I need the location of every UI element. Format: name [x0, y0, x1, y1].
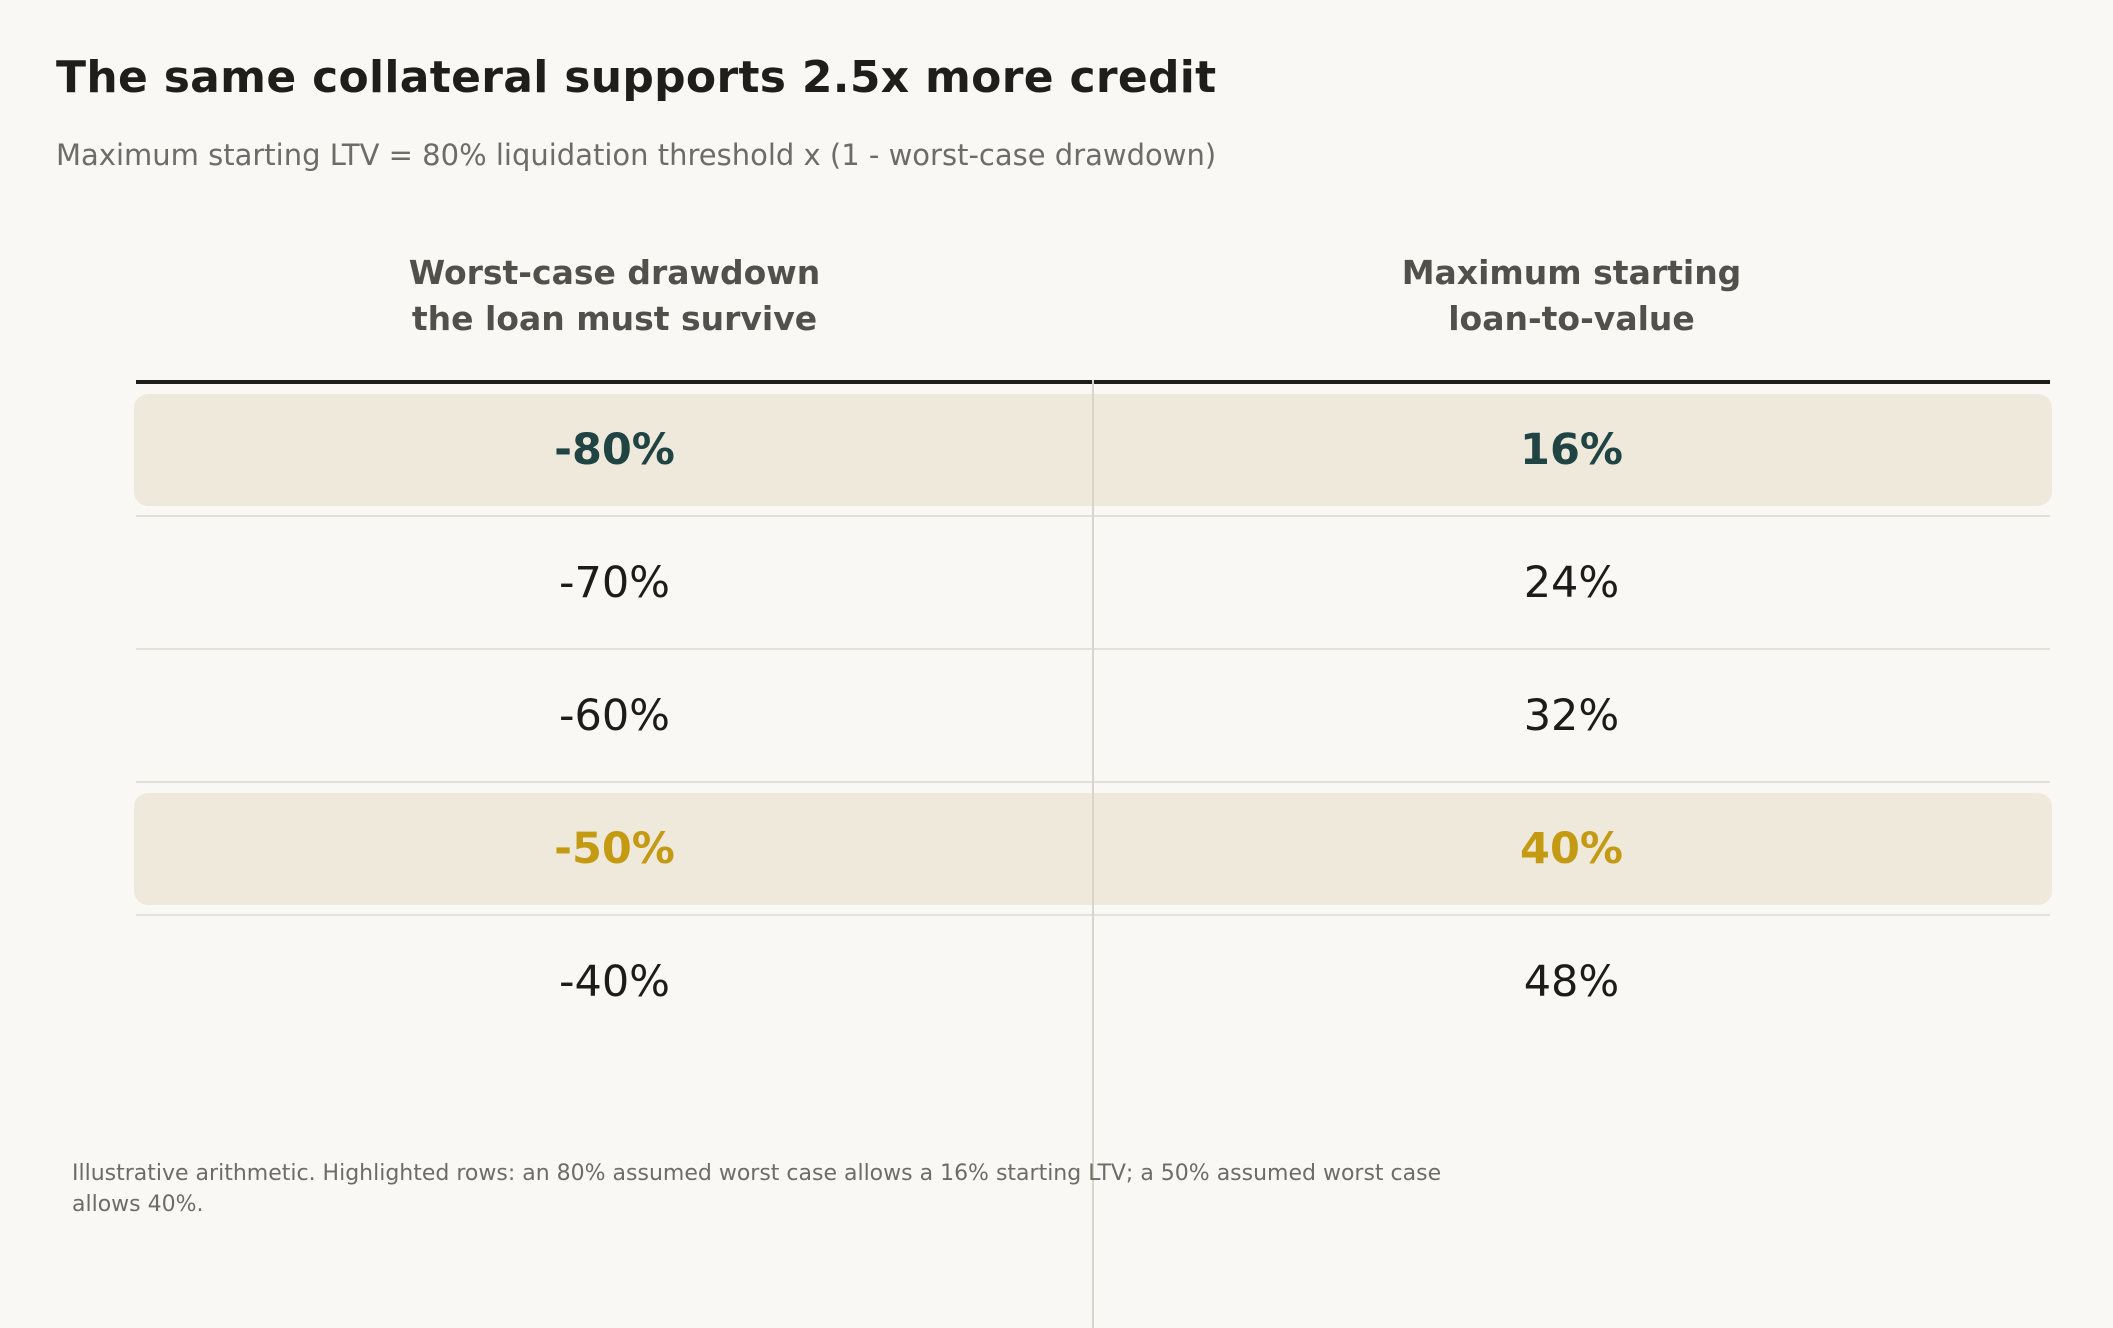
column-divider — [1092, 380, 1094, 1328]
ltv-cell: 16% — [1520, 425, 1623, 475]
drawdown-cell: -50% — [554, 824, 675, 874]
ltv-cell: 32% — [1523, 691, 1620, 741]
column-header-drawdown: Worst-case drawdown the loan must surviv… — [136, 250, 1093, 342]
drawdown-cell: -80% — [554, 425, 675, 475]
chart-subtitle: Maximum starting LTV = 80% liquidation t… — [56, 138, 1217, 172]
drawdown-cell: -60% — [558, 691, 671, 741]
footnote: Illustrative arithmetic. Highlighted row… — [72, 1161, 1442, 1217]
drawdown-cell: -70% — [558, 558, 671, 608]
column-header-ltv: Maximum starting loan-to-value — [1093, 250, 2050, 342]
column-header-ltv-line2: loan-to-value — [1448, 299, 1695, 338]
ltv-table: Worst-case drawdown the loan must surviv… — [134, 250, 2052, 1328]
ltv-cell: 48% — [1523, 957, 1620, 1007]
ltv-cell: 40% — [1520, 824, 1623, 874]
table-row: -40% 48% — [136, 916, 2050, 1049]
column-header-drawdown-line2: the loan must survive — [411, 299, 818, 338]
column-header-drawdown-line1: Worst-case drawdown — [408, 253, 821, 292]
drawdown-cell: -40% — [558, 957, 671, 1007]
ltv-cell: 24% — [1523, 558, 1620, 608]
chart-title: The same collateral supports 2.5x more c… — [56, 52, 1217, 103]
column-header-ltv-line1: Maximum starting — [1401, 253, 1742, 292]
